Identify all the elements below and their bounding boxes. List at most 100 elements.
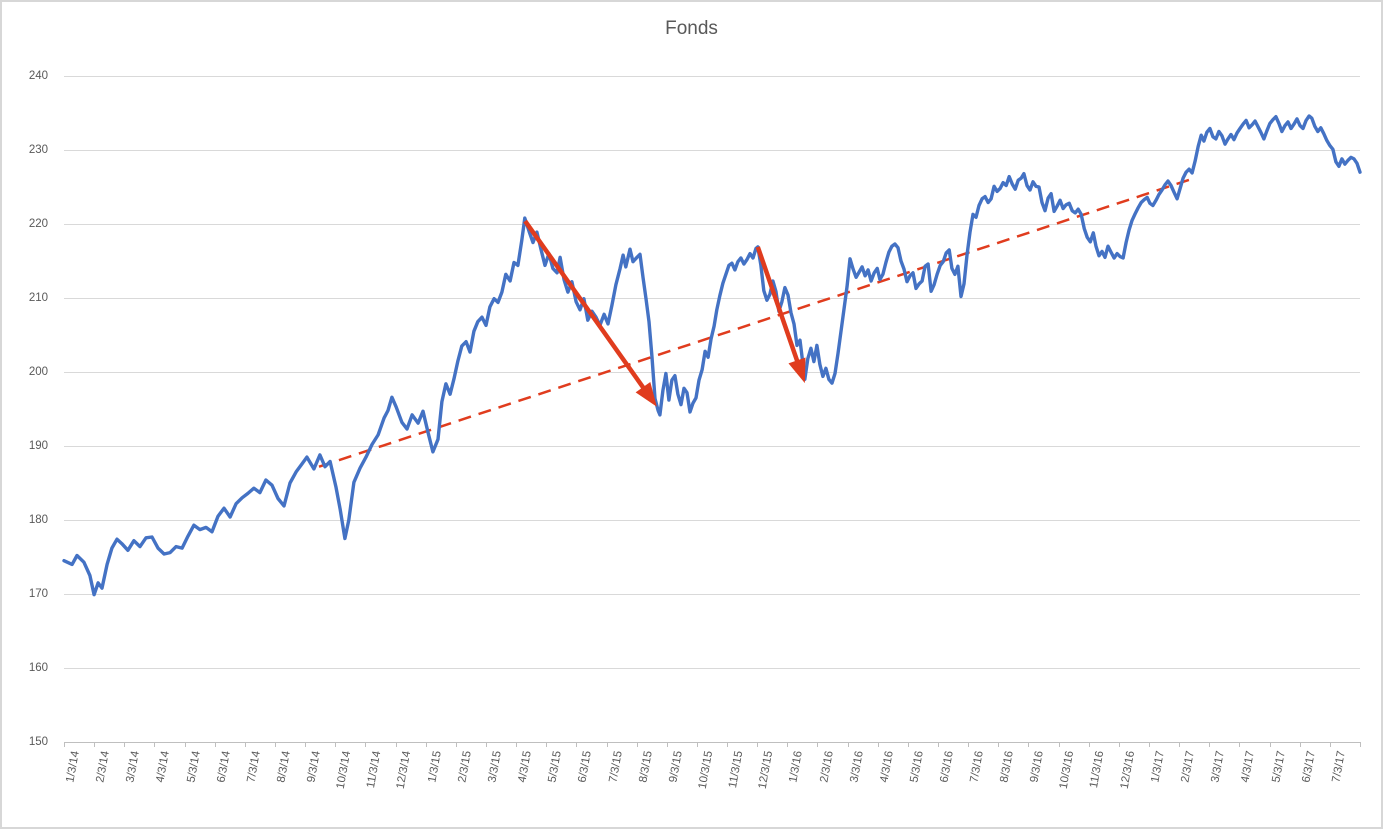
gridline [64, 76, 1360, 77]
x-axis-tick-label: 10/3/14 [334, 750, 354, 790]
axis-tick-mark [1299, 742, 1301, 747]
y-axis-tick-label: 240 [28, 70, 48, 82]
y-axis-tick-label: 210 [28, 292, 48, 304]
x-axis-tick-label: 7/3/17 [1330, 750, 1348, 784]
gridline [64, 668, 1360, 669]
x-axis-tick-label: 5/3/17 [1270, 750, 1288, 784]
axis-tick-mark [1329, 742, 1331, 747]
axis-tick-mark [757, 742, 759, 747]
x-axis-tick-label: 1/3/17 [1149, 750, 1167, 784]
annotation-arrow-head [788, 357, 806, 384]
axis-tick-mark [817, 742, 819, 747]
axis-tick-mark [847, 742, 849, 747]
axis-tick-mark [1269, 742, 1271, 747]
axis-tick-mark [696, 742, 698, 747]
axis-tick-mark [968, 742, 970, 747]
x-axis-tick-label: 3/3/15 [486, 750, 504, 784]
axis-tick-mark [395, 742, 397, 747]
x-axis-tick-label: 6/3/17 [1300, 750, 1318, 784]
annotation-arrow-shaft [523, 219, 652, 398]
trendline-dashed [318, 177, 1193, 468]
y-axis-tick-label: 160 [28, 662, 48, 674]
gridline [64, 520, 1360, 521]
y-axis-tick-label: 230 [28, 144, 48, 156]
axis-tick-mark [546, 742, 548, 747]
x-axis-tick-label: 4/3/15 [516, 750, 534, 784]
axis-tick-mark [1209, 742, 1211, 747]
axis-tick-mark [1360, 742, 1361, 747]
axis-tick-mark [636, 742, 638, 747]
x-axis-tick-label: 8/3/15 [637, 750, 655, 784]
x-axis-tick-label: 1/3/15 [426, 750, 444, 784]
gridline [64, 150, 1360, 151]
axis-tick-mark [938, 742, 940, 747]
plot-svg [62, 114, 1362, 597]
chart-title: Fonds [665, 18, 718, 39]
axis-tick-mark [64, 742, 65, 747]
axis-tick-mark [485, 742, 487, 747]
x-axis-tick-label: 6/3/14 [215, 750, 233, 784]
x-axis-tick-label: 5/3/15 [546, 750, 565, 784]
gridline [64, 446, 1360, 447]
y-axis-tick-label: 190 [28, 440, 48, 452]
x-axis-tick-label: 8/3/14 [275, 750, 293, 784]
x-axis-tick-label: 7/3/14 [245, 750, 263, 784]
x-axis-tick-label: 12/3/15 [756, 750, 776, 790]
annotation-arrow-shaft [755, 246, 803, 372]
x-axis-tick-label: 11/3/15 [726, 750, 745, 790]
x-axis-tick-label: 4/3/14 [154, 750, 173, 784]
x-axis-tick-label: 3/3/17 [1209, 750, 1228, 784]
axis-tick-mark [1179, 742, 1181, 747]
x-axis-tick-label: 9/3/16 [1028, 750, 1047, 784]
axis-tick-mark [1118, 742, 1120, 747]
axis-tick-mark [727, 742, 729, 747]
x-axis-tick-label: 2/3/14 [94, 750, 112, 784]
axis-tick-mark [184, 742, 186, 747]
axis-tick-mark [365, 742, 367, 747]
axis-tick-mark [1028, 742, 1030, 747]
axis-tick-mark [154, 742, 156, 747]
x-axis-tick-label: 7/3/16 [968, 750, 986, 784]
y-axis-tick-label: 170 [28, 588, 48, 600]
axis-tick-mark [1088, 742, 1090, 747]
x-axis-tick-label: 8/3/16 [998, 750, 1017, 784]
x-axis-tick-label: 1/3/16 [787, 750, 806, 784]
axis-tick-mark [666, 742, 668, 747]
x-axis-tick-label: 9/3/15 [667, 750, 685, 784]
gridline [64, 298, 1360, 299]
x-axis-line [64, 742, 1361, 743]
axis-tick-mark [124, 742, 126, 747]
axis-tick-mark [877, 742, 879, 747]
axis-tick-mark [274, 742, 276, 747]
y-axis-tick-label: 220 [28, 218, 48, 230]
x-axis-tick-label: 2/3/16 [817, 750, 836, 784]
x-axis-tick-label: 2/3/15 [456, 750, 474, 784]
x-axis-tick-label: 5/3/16 [908, 750, 926, 784]
axis-tick-mark [606, 742, 608, 747]
axis-tick-mark [576, 742, 578, 747]
x-axis-tick-label: 6/3/16 [938, 750, 956, 784]
axis-tick-mark [1058, 742, 1060, 747]
x-axis-tick-label: 3/3/16 [848, 750, 866, 784]
fund-line-series [62, 114, 1362, 597]
axis-tick-mark [907, 742, 909, 747]
axis-tick-mark [305, 742, 307, 747]
axis-tick-mark [335, 742, 337, 747]
gridline [64, 372, 1360, 373]
x-axis-tick-label: 4/3/17 [1239, 750, 1258, 784]
x-axis-tick-label: 1/3/14 [64, 750, 82, 784]
x-axis-tick-label: 6/3/15 [576, 750, 595, 784]
axis-tick-mark [455, 742, 457, 747]
axis-tick-mark [787, 742, 789, 747]
gridline [64, 224, 1360, 225]
y-axis-tick-label: 180 [28, 514, 48, 526]
x-axis-tick-label: 10/3/15 [696, 750, 715, 790]
annotation-arrow-head [635, 381, 657, 407]
x-axis-tick-label: 12/3/14 [394, 750, 414, 790]
axis-tick-mark [1149, 742, 1151, 747]
axis-tick-mark [214, 742, 216, 747]
x-axis-tick-label: 2/3/17 [1179, 750, 1197, 784]
x-axis-tick-label: 12/3/16 [1118, 750, 1137, 790]
y-axis-tick-label: 200 [28, 366, 48, 378]
